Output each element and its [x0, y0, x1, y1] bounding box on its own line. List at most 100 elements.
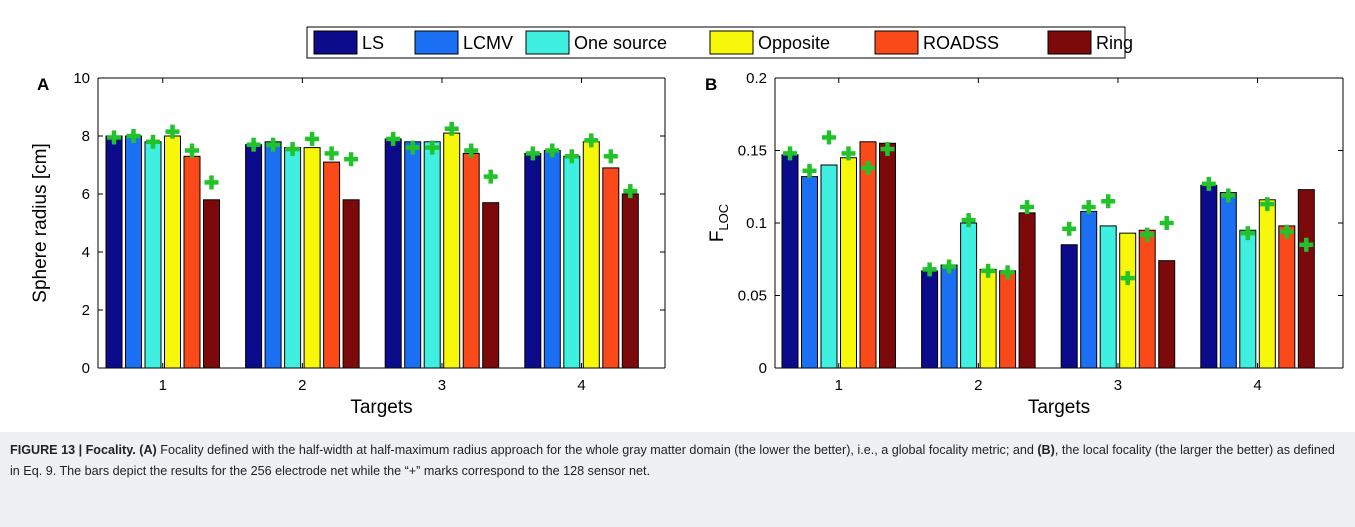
y-tick-label: 10: [73, 70, 90, 87]
plus-marker: [603, 149, 618, 164]
plus-marker: [783, 146, 797, 161]
bar: [563, 155, 581, 369]
x-axis-title: Targets: [1028, 397, 1090, 418]
plus-marker: [483, 169, 498, 184]
caption-part-b-text: , the local focality (the larger the bet…: [10, 443, 1335, 478]
plus-marker: [425, 140, 440, 155]
y-tick-label: 0: [759, 360, 767, 377]
plus-marker: [942, 259, 957, 274]
bar: [284, 147, 302, 369]
bar: [1297, 189, 1315, 369]
plus-marker: [981, 263, 996, 278]
plus-marker: [1279, 224, 1294, 239]
bar: [482, 202, 500, 369]
legend-swatch: [313, 30, 358, 55]
figure-plots: LS LCMV One source Opposite ROADSS Ring 0 2 4 6 8…: [30, 26, 1344, 418]
x-tick-label: 2: [974, 377, 982, 394]
plus-marker: [564, 149, 579, 164]
legend-label: LS: [362, 33, 384, 53]
panel-b: 0 0.05 0.1 0.15 0.2 1 2 3 4 Targets FLOC B: [705, 70, 1344, 418]
bar: [303, 147, 321, 369]
caption-part-b-tag: (B): [1037, 443, 1055, 457]
y-tick-label: 6: [82, 186, 90, 203]
plus-marker: [126, 129, 141, 143]
plus-marker: [1240, 226, 1255, 241]
bar: [879, 142, 896, 369]
legend-label: ROADSS: [923, 33, 999, 53]
plus-marker: [1221, 188, 1236, 203]
legend-swatch: [874, 30, 919, 55]
plus-marker: [444, 121, 459, 136]
plus-marker: [405, 140, 420, 155]
plus-marker: [841, 146, 856, 161]
plus-marker: [1260, 197, 1275, 212]
bar: [602, 167, 620, 369]
bar: [1219, 192, 1237, 369]
plus-marker: [623, 184, 638, 199]
bar: [960, 222, 978, 369]
plus-marker: [464, 143, 479, 158]
legend-swatch: [525, 30, 570, 55]
y-axis-title: Sphere radius [cm]: [30, 143, 51, 302]
plus-marker: [305, 131, 320, 146]
x-tick-label: 4: [1253, 377, 1261, 394]
bar: [582, 141, 600, 369]
bar: [840, 157, 857, 369]
legend-label: LCMV: [463, 33, 513, 53]
bar: [342, 199, 360, 369]
plus-marker: [1020, 200, 1035, 215]
bar: [621, 193, 639, 369]
bar: [1239, 229, 1257, 369]
plus-marker: [146, 134, 160, 149]
bar: [443, 132, 461, 369]
plus-marker: [545, 143, 560, 158]
plus-marker: [880, 142, 895, 157]
panel-letter: A: [37, 75, 49, 94]
bar: [404, 141, 422, 369]
bar: [524, 152, 542, 369]
bar: [1080, 210, 1098, 369]
bar: [999, 270, 1017, 369]
plus-marker: [324, 146, 339, 161]
bar: [1138, 229, 1156, 369]
legend-swatch: [414, 30, 459, 55]
bar: [940, 264, 958, 369]
plus-marker: [525, 146, 540, 161]
bar: [164, 135, 181, 369]
bar: [384, 138, 402, 369]
bar: [423, 141, 441, 369]
bar: [144, 141, 162, 369]
bar: [462, 152, 480, 369]
y-tick-label: 0.2: [746, 70, 767, 87]
y-axis-title: FLOC: [707, 204, 731, 242]
plus-marker: [922, 262, 937, 277]
bar: [801, 176, 818, 369]
bar: [543, 150, 561, 369]
bar: [1258, 199, 1276, 369]
bar: [1158, 260, 1176, 369]
plus-marker: [204, 175, 219, 190]
bar: [1018, 212, 1036, 369]
plus-marker: [386, 131, 401, 146]
plus-marker: [861, 160, 875, 175]
x-tick-label: 4: [577, 377, 585, 394]
bar: [1200, 184, 1218, 369]
plus-marker: [1201, 176, 1216, 191]
x-tick-label: 1: [835, 377, 843, 394]
plus-marker: [107, 130, 121, 145]
legend-swatch: [1047, 30, 1092, 55]
plus-marker: [1120, 271, 1135, 286]
plus-marker: [802, 163, 817, 178]
bar: [1099, 225, 1117, 369]
bar: [105, 135, 123, 369]
x-tick-label: 1: [159, 377, 167, 394]
caption-part-a-text: Focality defined with the half-width at …: [160, 443, 1034, 457]
y-tick-label: 0.15: [738, 143, 767, 160]
caption-part-a-tag: (A): [139, 443, 157, 457]
y-tick-label: 2: [82, 302, 90, 319]
bar: [125, 135, 142, 369]
bar: [1060, 244, 1078, 369]
y-tick-label: 0: [82, 360, 90, 377]
